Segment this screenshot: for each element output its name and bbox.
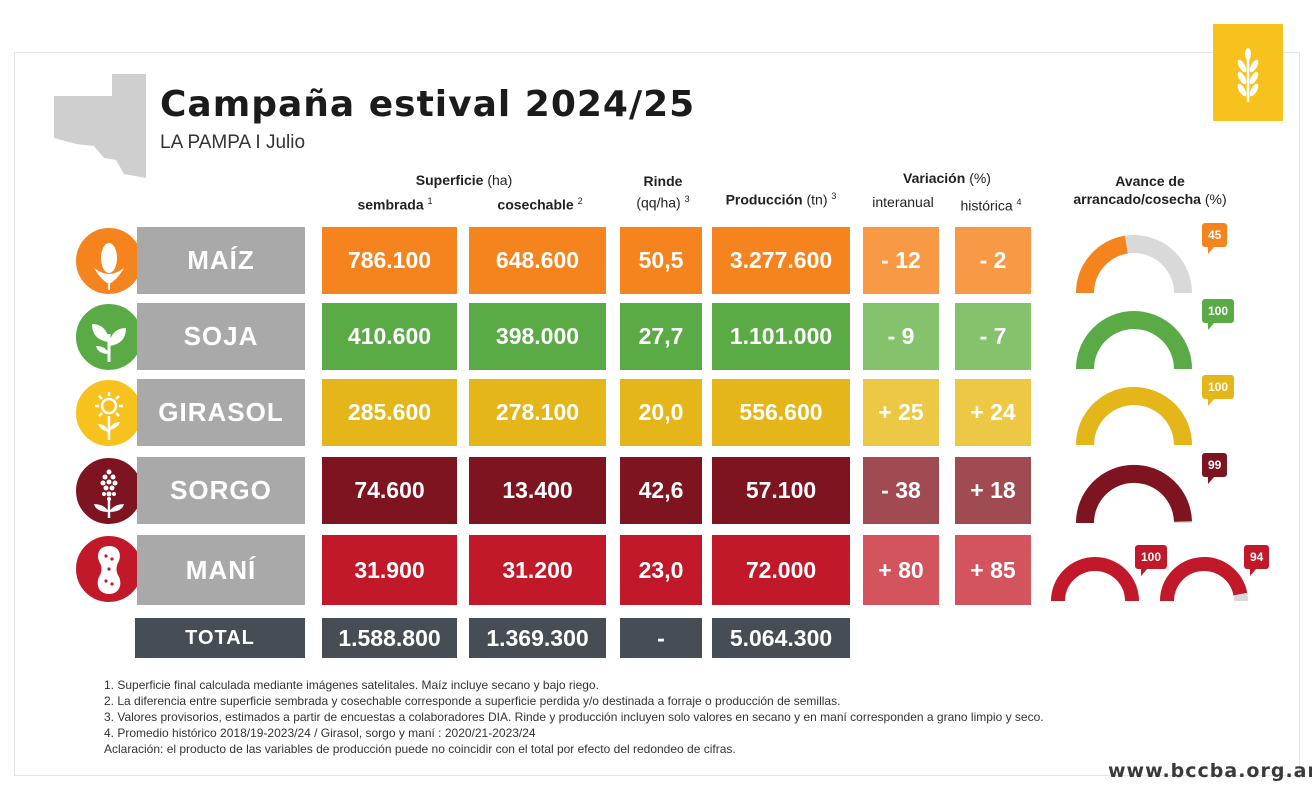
header-cosechable: cosechable 2 — [497, 196, 583, 213]
cell-interanual: - 9 — [863, 303, 939, 370]
cell-interanual: - 38 — [863, 457, 939, 524]
footnote: 1. Superficie final calculada mediante i… — [104, 678, 599, 692]
cell-produccion: 3.277.600 — [712, 227, 850, 294]
cell-sembrada: 285.600 — [322, 379, 457, 446]
brand-logo — [1213, 24, 1283, 121]
crop-label: SORGO — [137, 457, 305, 524]
avance-gauge — [1076, 387, 1192, 446]
header-superficie: Superficie (ha) — [415, 172, 513, 188]
avance-value-badge: 100 — [1202, 375, 1235, 406]
footnote: Aclaración: el producto de las variables… — [104, 742, 736, 756]
header-variacion: Variación (%) — [903, 170, 991, 186]
total-label: TOTAL — [135, 618, 305, 658]
soy-icon — [72, 300, 146, 374]
sunflower-icon — [72, 376, 146, 450]
cell-cosechable: 398.000 — [469, 303, 606, 370]
cell-interanual: + 25 — [863, 379, 939, 446]
cell-historica: + 18 — [955, 457, 1031, 524]
crop-label: SOJA — [137, 303, 305, 370]
header-produccion: Producción (tn) 3 — [725, 191, 837, 208]
gauge-fill — [1160, 557, 1248, 602]
header-rinde: Rinde (qq/ha) 3 — [636, 173, 690, 211]
cell-produccion: 556.600 — [712, 379, 850, 446]
total-rinde: - — [620, 618, 702, 658]
peanut-icon — [72, 532, 146, 606]
page-title: Campaña estival 2024/25 — [160, 84, 696, 125]
avance-gauge — [1076, 235, 1192, 294]
avance-gauge — [1076, 311, 1192, 370]
cell-sembrada: 31.900 — [322, 535, 457, 605]
avance-gauge — [1051, 557, 1139, 602]
cell-cosechable: 13.400 — [469, 457, 606, 524]
avance-value-badge: 45 — [1202, 223, 1228, 254]
cell-historica: + 24 — [955, 379, 1031, 446]
cell-interanual: + 80 — [863, 535, 939, 605]
sorghum-icon — [72, 454, 146, 528]
cell-rinde: 20,0 — [620, 379, 702, 446]
footnote: 2. La diferencia entre superficie sembra… — [104, 694, 841, 708]
cell-historica: - 2 — [955, 227, 1031, 294]
header-avance: Avance de arrancado/cosecha (%) — [1073, 173, 1227, 207]
avance-value-badge: 100 — [1202, 299, 1235, 330]
footnote: 4. Promedio histórico 2018/19-2023/24 / … — [104, 726, 536, 740]
cell-produccion: 57.100 — [712, 457, 850, 524]
wheat-icon — [1237, 48, 1259, 102]
cell-historica: - 7 — [955, 303, 1031, 370]
crop-label: MAÍZ — [137, 227, 305, 294]
avance-gauge — [1160, 557, 1248, 602]
cell-historica: + 85 — [955, 535, 1031, 605]
gauge-fill — [1076, 235, 1129, 294]
corn-icon — [72, 224, 146, 298]
avance-gauge — [1075, 464, 1192, 524]
cell-sembrada: 74.600 — [322, 457, 457, 524]
cell-cosechable: 31.200 — [469, 535, 606, 605]
header-sembrada: sembrada 1 — [357, 196, 433, 213]
cell-sembrada: 786.100 — [322, 227, 457, 294]
gauge-fill — [1076, 387, 1192, 446]
gauge-fill — [1051, 557, 1139, 602]
cell-rinde: 27,7 — [620, 303, 702, 370]
cell-interanual: - 12 — [863, 227, 939, 294]
page-subtitle: LA PAMPA I Julio — [160, 132, 306, 153]
total-produccion: 5.064.300 — [712, 618, 850, 658]
avance-value-badge: 99 — [1202, 453, 1228, 484]
footnote: 3. Valores provisorios, estimados a part… — [104, 710, 1044, 724]
content-frame — [14, 52, 1300, 776]
la-pampa-map-icon — [54, 74, 146, 178]
gauge-fill — [1075, 464, 1192, 524]
cell-rinde: 50,5 — [620, 227, 702, 294]
cell-produccion: 1.101.000 — [712, 303, 850, 370]
total-sembrada: 1.588.800 — [322, 618, 457, 658]
header-historica: histórica 4 — [960, 197, 1022, 214]
crop-label: GIRASOL — [137, 379, 305, 446]
cell-cosechable: 278.100 — [469, 379, 606, 446]
footnotes: 1. Superficie final calculada mediante i… — [104, 677, 1044, 757]
header-interanual: interanual — [872, 194, 934, 210]
cell-cosechable: 648.600 — [469, 227, 606, 294]
avance-value-badge: 94 — [1244, 545, 1270, 576]
crop-label: MANÍ — [137, 535, 305, 605]
cell-rinde: 42,6 — [620, 457, 702, 524]
website-link[interactable]: www.bccba.org.ar — [1108, 760, 1312, 782]
total-cosechable: 1.369.300 — [469, 618, 606, 658]
cell-rinde: 23,0 — [620, 535, 702, 605]
gauge-fill — [1076, 311, 1192, 370]
cell-sembrada: 410.600 — [322, 303, 457, 370]
avance-value-badge: 100 — [1135, 545, 1168, 576]
cell-produccion: 72.000 — [712, 535, 850, 605]
